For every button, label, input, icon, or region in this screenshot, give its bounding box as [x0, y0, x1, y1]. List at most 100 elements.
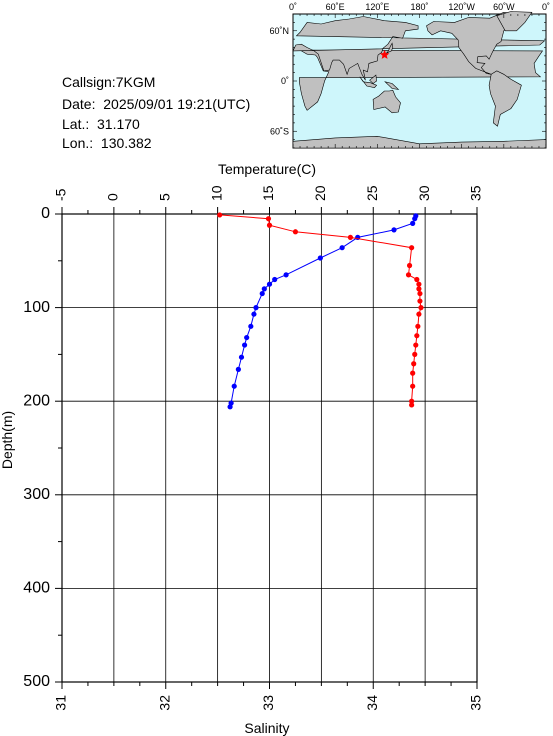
temperature-data-point — [244, 334, 250, 341]
salinity-tick-label: 35 — [468, 695, 484, 711]
date-text: Date: 2025/09/01 19:21(UTC) — [62, 96, 251, 112]
map-longitude-label: 60˚E — [326, 2, 345, 12]
temperature-tick-label: 0 — [105, 193, 121, 201]
land-polygon — [359, 76, 378, 89]
callsign-text: Callsign:7KGM — [62, 74, 156, 90]
map-longitude-labels: 0˚ 60˚E 120˚E 180˚ 120˚W 60˚W 0˚ — [289, 2, 550, 12]
temperature-profile-line — [229, 215, 417, 407]
depth-tick-label: 300 — [23, 486, 50, 503]
land-polygon — [384, 81, 400, 90]
depth-tick-label: 100 — [23, 299, 50, 316]
salinity-data-point — [411, 361, 417, 367]
salinity-profile-line — [219, 214, 422, 405]
temperature-data-point — [272, 276, 278, 283]
station-marker-icon — [379, 49, 390, 59]
temperature-data-point — [339, 245, 345, 251]
land-polygon — [488, 70, 522, 127]
temperature-data-point — [242, 342, 248, 348]
map-longitude-label: 0˚ — [542, 2, 550, 12]
latitude-text: Lat.: 31.170 — [62, 116, 140, 132]
salinity-data-point — [292, 229, 299, 235]
temperature-tick-label: 5 — [156, 193, 172, 201]
temperature-data-point — [248, 323, 254, 329]
salinity-data-point — [416, 286, 422, 292]
temperature-data-point — [259, 290, 265, 297]
land-polygon — [369, 74, 377, 84]
temperature-axis: -5 0 5 10 15 20 25 30 35 — [53, 185, 484, 214]
temperature-tick-label: 15 — [260, 185, 276, 201]
temperature-data-point — [410, 220, 416, 226]
salinity-data-point — [414, 333, 420, 339]
salinity-data-point — [266, 222, 273, 228]
temperature-tick-label: 20 — [312, 185, 328, 201]
depth-tick-label: 200 — [23, 392, 50, 409]
salinity-data-point — [409, 402, 415, 408]
salinity-tick-label: 34 — [364, 695, 380, 711]
salinity-axis: 31 32 33 34 35 — [53, 682, 484, 711]
map-longitude-label: 180˚ — [410, 2, 428, 12]
salinity-data-point — [409, 245, 415, 251]
depth-axis: 0 100 200 300 400 500 — [23, 205, 62, 690]
salinity-tick-label: 33 — [260, 695, 276, 711]
land-polygon — [426, 11, 519, 75]
salinity-data-point — [217, 212, 223, 218]
salinity-data-point — [265, 216, 272, 222]
temperature-data-point — [391, 227, 397, 233]
temperature-data-point — [231, 383, 237, 389]
salinity-axis-label: Salinity — [244, 720, 289, 736]
map-longitude-label: 120˚W — [448, 2, 475, 12]
land-polygon — [384, 42, 394, 56]
salinity-data-point — [416, 281, 422, 287]
salinity-data-point — [415, 323, 421, 329]
profile-series — [217, 212, 424, 410]
salinity-data-point — [406, 262, 413, 269]
temperature-data-point — [261, 286, 267, 292]
temperature-data-point — [235, 366, 241, 372]
temperature-data-point — [317, 255, 323, 261]
grid-lines — [62, 214, 477, 682]
salinity-data-point — [417, 298, 423, 304]
land-polygon — [372, 89, 401, 114]
temperature-tick-label: 35 — [468, 185, 484, 201]
temperature-data-point — [227, 404, 233, 410]
map-frame-ticks — [292, 13, 547, 149]
map-latitude-label: 60˚S — [270, 126, 289, 136]
temperature-data-point — [283, 272, 289, 278]
temperature-data-point — [238, 354, 245, 360]
temperature-data-point — [251, 311, 257, 317]
map-land — [292, 11, 547, 149]
longitude-text: Lon.: 130.382 — [62, 135, 152, 151]
land-polygon — [292, 16, 546, 81]
salinity-data-point — [412, 351, 418, 357]
salinity-tick-label: 32 — [156, 695, 172, 711]
temperature-tick-label: 30 — [416, 185, 432, 201]
map-latitude-label: 0˚ — [281, 76, 289, 86]
temperature-data-point — [253, 305, 259, 311]
temperature-data-point — [266, 281, 273, 287]
temperature-axis-label: Temperature(C) — [218, 161, 316, 177]
salinity-tick-label: 31 — [53, 695, 69, 711]
depth-tick-label: 500 — [23, 673, 50, 690]
salinity-data-point — [413, 342, 419, 348]
temperature-tick-label: -5 — [53, 188, 69, 201]
map-longitude-label: 120˚E — [365, 2, 389, 12]
salinity-data-point — [409, 398, 415, 404]
map-longitude-label: 60˚W — [493, 2, 515, 12]
map-longitude-label: 0˚ — [289, 2, 297, 12]
salinity-data-point — [416, 311, 422, 317]
salinity-data-point — [410, 370, 416, 376]
depth-tick-label: 0 — [41, 205, 50, 222]
salinity-data-point — [405, 272, 412, 278]
salinity-data-point — [417, 290, 423, 297]
salinity-data-point — [414, 276, 420, 283]
map-latitude-label: 60˚N — [269, 26, 289, 36]
salinity-data-point — [418, 305, 424, 311]
profile-plot: -5 0 5 10 15 20 25 30 35 31 32 33 34 35 010020030040… — [0, 161, 484, 736]
world-map: 0˚ 60˚E 120˚E 180˚ 120˚W 60˚W 0˚ 60˚N 0˚ 60˚S — [269, 2, 550, 149]
depth-axis-label: Depth(m) — [0, 411, 15, 469]
depth-tick-label: 400 — [23, 580, 50, 597]
temperature-data-point — [412, 216, 418, 222]
temperature-tick-label: 10 — [208, 185, 224, 201]
salinity-data-point — [347, 234, 354, 240]
